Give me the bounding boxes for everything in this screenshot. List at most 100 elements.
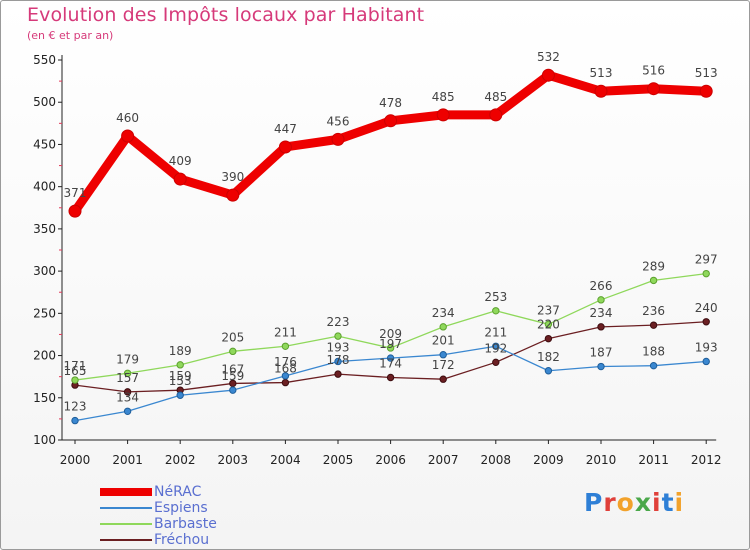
data-label: 456 — [327, 114, 350, 128]
data-label: 168 — [274, 362, 297, 376]
data-label: 297 — [695, 253, 718, 267]
data-point-0 — [436, 108, 450, 122]
data-point-0 — [594, 84, 608, 98]
x-tick-label: 2011 — [638, 453, 669, 467]
data-point-1 — [492, 342, 500, 350]
data-point-3 — [702, 318, 710, 326]
data-label: 516 — [642, 64, 665, 78]
x-tick-label: 2002 — [165, 453, 196, 467]
data-point-2 — [439, 323, 447, 331]
proxiti-logo: Proxiti — [584, 488, 685, 517]
x-tick-label: 2009 — [533, 453, 564, 467]
data-label: 266 — [590, 279, 613, 293]
data-point-2 — [281, 342, 290, 350]
legend-label-nerac: NéRAC — [154, 484, 202, 500]
data-label: 209 — [379, 327, 402, 341]
data-label: 159 — [221, 369, 244, 383]
data-point-3 — [649, 321, 658, 329]
data-point-0 — [68, 204, 82, 218]
data-label: 205 — [221, 330, 244, 344]
data-point-1 — [334, 357, 342, 366]
legend-label-barbaste: Barbaste — [154, 516, 217, 532]
data-label: 201 — [432, 334, 455, 348]
legend-label-espiens: Espiens — [154, 500, 208, 516]
data-point-0 — [278, 140, 292, 154]
x-tick-label: 2005 — [323, 453, 354, 467]
y-tick-label: 550 — [33, 53, 56, 67]
data-label: 153 — [169, 374, 192, 388]
data-label: 234 — [590, 306, 613, 320]
data-point-1 — [71, 416, 79, 425]
data-point-2 — [229, 347, 237, 356]
data-point-3 — [123, 388, 132, 396]
data-point-3 — [544, 334, 553, 343]
y-tick-label: 150 — [33, 391, 56, 405]
data-point-0 — [173, 172, 187, 186]
data-label: 193 — [695, 340, 718, 354]
data-point-0 — [384, 114, 398, 128]
data-point-3 — [281, 378, 290, 387]
data-point-0 — [647, 82, 661, 96]
data-label: 174 — [379, 357, 402, 371]
chart-subtitle: (en € et par an) — [27, 29, 114, 42]
data-point-2 — [71, 376, 79, 384]
data-label: 409 — [169, 154, 192, 168]
data-point-3 — [386, 373, 395, 382]
x-tick-label: 2000 — [60, 453, 91, 467]
data-point-2 — [597, 296, 605, 304]
data-label: 182 — [537, 350, 560, 364]
data-label: 289 — [642, 259, 665, 273]
data-label: 134 — [116, 390, 139, 404]
y-tick-label: 200 — [33, 349, 56, 363]
x-tick-label: 2012 — [691, 453, 722, 467]
data-point-0 — [226, 188, 240, 202]
data-label: 532 — [537, 50, 560, 64]
data-point-0 — [331, 132, 345, 146]
data-point-1 — [123, 407, 132, 415]
data-label: 513 — [695, 66, 718, 80]
x-tick-label: 2004 — [270, 453, 301, 467]
data-label: 447 — [274, 122, 297, 136]
y-tick-label: 450 — [33, 137, 56, 151]
data-point-1 — [597, 362, 605, 371]
data-label: 159 — [169, 369, 192, 383]
x-tick-label: 2001 — [112, 453, 143, 467]
data-label: 211 — [484, 325, 507, 339]
y-tick-label: 400 — [33, 180, 56, 194]
legend-swatch-nerac — [100, 488, 152, 496]
data-label: 179 — [116, 352, 139, 366]
data-point-0 — [489, 108, 503, 122]
x-tick-label: 2003 — [218, 453, 249, 467]
data-label: 234 — [432, 306, 455, 320]
chart-title: Evolution des Impôts locaux par Habitant — [27, 4, 425, 26]
data-label: 237 — [537, 303, 560, 317]
data-label: 157 — [116, 371, 139, 385]
data-label: 513 — [590, 66, 613, 80]
data-point-1 — [229, 386, 237, 394]
x-tick-label: 2007 — [428, 453, 459, 467]
x-tick-label: 2010 — [586, 453, 617, 467]
data-point-1 — [439, 351, 447, 359]
data-label: 178 — [327, 353, 350, 367]
data-point-3 — [439, 375, 447, 383]
data-point-1 — [702, 357, 710, 366]
data-point-2 — [544, 320, 553, 329]
data-point-3 — [597, 323, 605, 331]
data-label: 188 — [642, 345, 665, 359]
legend-swatch-barbaste — [100, 523, 152, 525]
data-label: 193 — [327, 340, 350, 354]
y-tick-label: 300 — [33, 264, 56, 278]
data-label: 485 — [432, 90, 455, 104]
data-point-2 — [176, 361, 184, 369]
data-point-1 — [386, 354, 395, 362]
data-point-1 — [281, 372, 290, 380]
data-point-2 — [386, 344, 395, 352]
data-label: 197 — [379, 337, 402, 351]
x-tick-label: 2008 — [481, 453, 512, 467]
data-label: 165 — [64, 364, 87, 378]
data-label: 211 — [274, 325, 297, 339]
data-label: 253 — [484, 290, 507, 304]
data-label: 485 — [484, 90, 507, 104]
data-label: 176 — [274, 355, 297, 369]
